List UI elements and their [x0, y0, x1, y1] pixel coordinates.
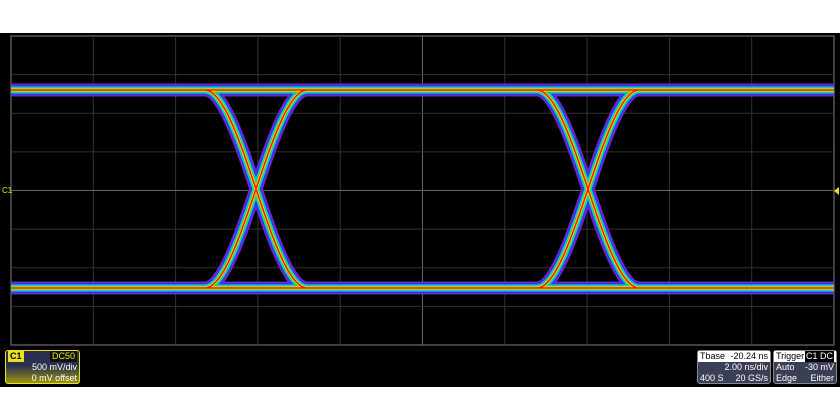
vertical-offset: 0 mV offset — [31, 373, 77, 383]
vertical-scale: 500 mV/div — [31, 362, 77, 372]
trigger-mode: Auto — [776, 362, 795, 372]
coupling-badge: DC50 — [49, 351, 77, 362]
timebase-delay: -20.24 ns — [730, 351, 768, 361]
trigger-slope: Either — [810, 373, 834, 383]
channel-1-descriptor[interactable]: C1 DC50 500 mV/div 0 mV offset — [5, 350, 80, 384]
sample-count: 400 S — [700, 373, 724, 383]
sample-rate: 20 GS/s — [735, 373, 768, 383]
trigger-level: -30 mV — [804, 362, 834, 372]
channel-label: C1 — [8, 351, 24, 362]
waveform-grid[interactable]: C1 — [0, 33, 840, 387]
trigger-descriptor[interactable]: Trigger C1 DC Auto -30 mV Edge Either — [773, 350, 837, 384]
timebase-label: Tbase — [700, 351, 726, 361]
eye-trace — [11, 89, 834, 289]
trigger-label: Trigger — [776, 351, 805, 361]
horizontal-scale: 2.00 ns/div — [724, 362, 768, 372]
trigger-type: Edge — [776, 373, 798, 383]
trigger-coupling: C1 DC — [804, 351, 834, 362]
channel-marker: C1 — [2, 186, 13, 195]
trigger-level-marker-icon — [834, 187, 839, 195]
timebase-descriptor[interactable]: Tbase -20.24 ns 2.00 ns/div 400 S 20 GS/s — [697, 350, 771, 384]
oscilloscope-display: C1 C1 DC50 500 mV/div 0 mV offset Tbase -2… — [0, 33, 840, 387]
